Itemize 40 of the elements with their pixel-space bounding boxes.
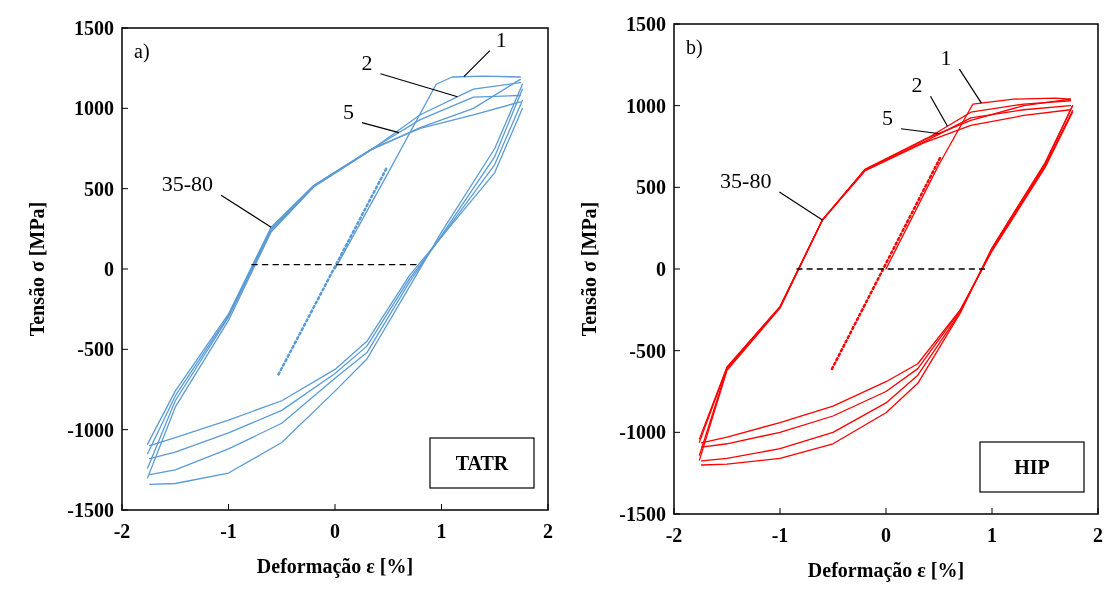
- x-axis-title: Deformação ε [%]: [807, 559, 965, 582]
- y-tick-label: -500: [629, 339, 666, 362]
- annotation: a): [134, 40, 150, 63]
- y-tick-label: 1000: [74, 97, 114, 120]
- y-tick-label: -1000: [619, 421, 666, 444]
- annotation: 1: [940, 45, 952, 71]
- annotation: 5: [342, 98, 354, 124]
- x-tick-label: 2: [1093, 524, 1103, 546]
- x-tick-label: 1: [436, 520, 447, 542]
- annotation: 2: [361, 49, 373, 75]
- y-tick-label: 0: [104, 258, 114, 280]
- x-tick-label: 1: [987, 524, 997, 546]
- y-tick-label: -500: [77, 338, 114, 361]
- annotation: 2: [911, 72, 923, 98]
- x-tick-label: -2: [113, 520, 131, 542]
- x-tick-label: 2: [543, 520, 553, 542]
- annotation: TATR: [455, 452, 509, 474]
- y-tick-label: 0: [656, 258, 666, 280]
- y-tick-label: 500: [636, 176, 666, 199]
- x-tick-label: -1: [220, 520, 237, 542]
- y-axis-title: Tensão σ [MPa]: [578, 201, 600, 337]
- y-tick-label: 500: [84, 177, 114, 200]
- x-tick-label: 0: [330, 520, 340, 542]
- annotation: 35-80: [720, 168, 772, 193]
- annotation: HIP: [1014, 456, 1050, 478]
- y-axis-title: Tensão σ [MPa]: [26, 201, 48, 337]
- y-tick-label: -1500: [619, 503, 666, 525]
- y-tick-label: 1000: [626, 94, 666, 117]
- annotation: 1: [495, 26, 507, 52]
- x-tick-label: -1: [771, 524, 789, 546]
- annotation: b): [686, 36, 703, 59]
- y-tick-label: 1500: [626, 13, 666, 35]
- x-tick-label: -2: [665, 524, 683, 546]
- y-tick-label: -1500: [67, 499, 114, 521]
- y-tick-label: 1500: [74, 17, 114, 39]
- annotation: 35-80: [161, 171, 214, 197]
- x-axis-title: Deformação ε [%]: [256, 555, 414, 578]
- y-tick-label: -1000: [67, 418, 114, 441]
- x-tick-label: 0: [881, 524, 891, 546]
- annotation: 5: [882, 104, 894, 130]
